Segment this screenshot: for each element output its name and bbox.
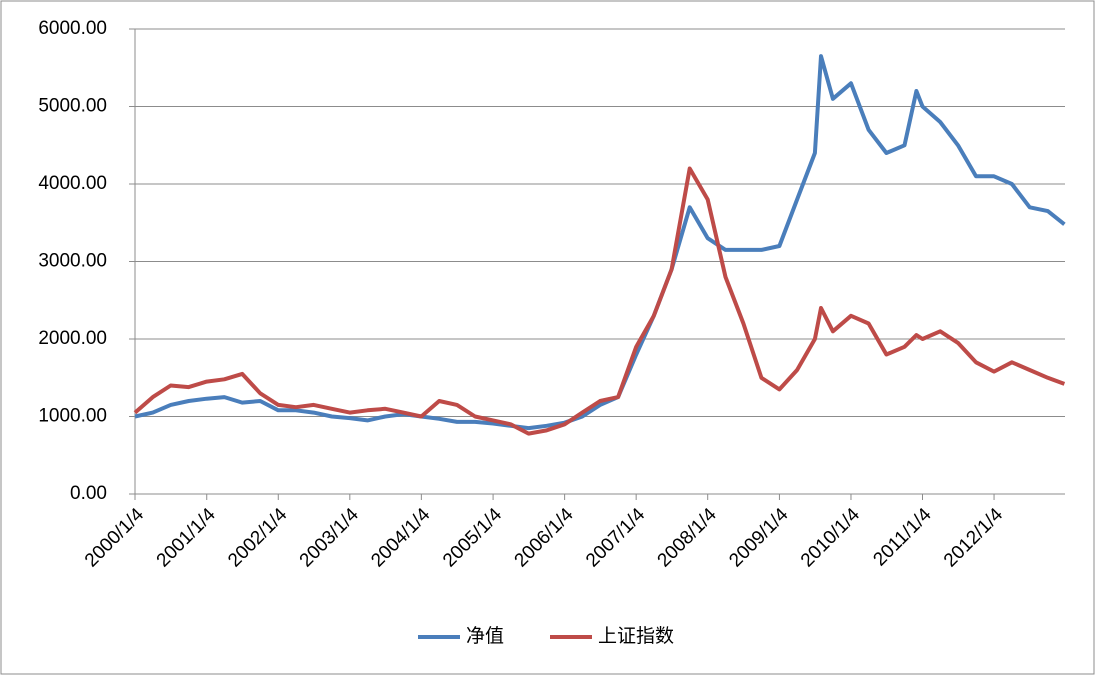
y-tick-label: 6000.00 [38,18,107,39]
y-tick-label: 4000.00 [38,173,107,194]
y-tick-label: 1000.00 [38,406,107,427]
y-tick-label: 2000.00 [38,328,107,349]
legend-label: 上证指数 [598,625,674,647]
legend-label: 净值 [466,625,504,647]
y-tick-label: 3000.00 [38,251,107,272]
y-tick-label: 0.00 [70,483,107,504]
series-line [133,166,1066,436]
y-tick-label: 5000.00 [38,96,107,117]
